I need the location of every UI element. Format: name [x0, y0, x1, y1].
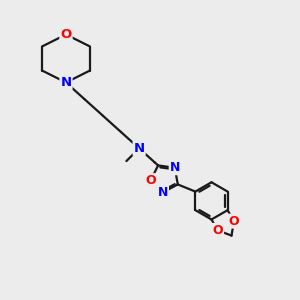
Text: N: N: [158, 186, 168, 199]
Text: N: N: [170, 161, 180, 174]
Text: N: N: [60, 76, 72, 89]
Text: O: O: [145, 174, 156, 187]
Text: N: N: [134, 142, 145, 155]
Text: O: O: [60, 28, 72, 41]
Text: O: O: [212, 224, 223, 237]
Text: O: O: [229, 214, 239, 228]
